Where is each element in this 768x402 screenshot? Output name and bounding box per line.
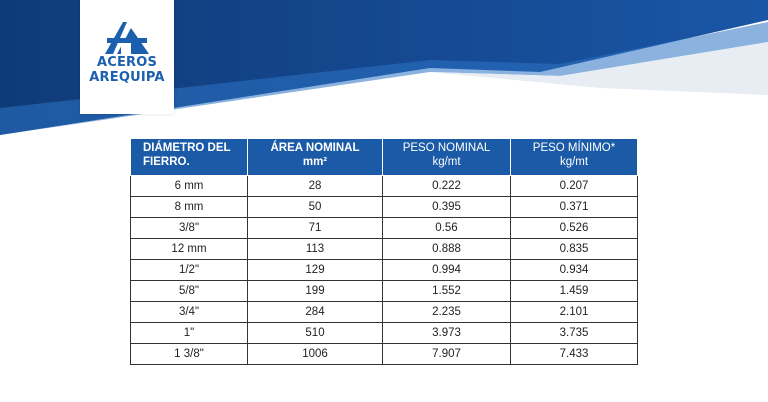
cell-nominal-weight: 2.235 (382, 301, 511, 323)
cell-nominal-weight: 0.222 (382, 175, 511, 197)
table-row: 1" 510 3.973 3.735 (130, 322, 638, 344)
cell-area: 71 (247, 217, 383, 239)
header-nominal-weight-line2: kg/mt (432, 156, 461, 168)
cell-minimum-weight: 7.433 (510, 343, 638, 365)
steel-bar-table: DIÁMETRO DEL FIERRO. ÁREA NOMINAL mm² PE… (130, 138, 638, 374)
header-area: ÁREA NOMINAL mm² (247, 138, 383, 176)
brand-logo: ACEROS AREQUIPA (80, 0, 174, 114)
header-nominal-weight-line1: PESO NOMINAL (402, 142, 491, 154)
cell-area: 113 (247, 238, 383, 260)
cell-minimum-weight: 0.371 (510, 196, 638, 218)
cell-nominal-weight: 1.552 (382, 280, 511, 302)
table-row: 8 mm 50 0.395 0.371 (130, 196, 638, 218)
cell-area: 510 (247, 322, 383, 344)
logo-icon (105, 22, 149, 54)
header-area-line2: mm² (302, 156, 328, 168)
cell-area: 28 (247, 175, 383, 197)
cell-nominal-weight: 7.907 (382, 343, 511, 365)
header-nominal-weight: PESO NOMINAL kg/mt (382, 138, 511, 176)
table-row: 1 3/8" 1006 7.907 7.433 (130, 343, 638, 365)
cell-diameter: 1/2" (130, 259, 248, 281)
cell-minimum-weight: 2.101 (510, 301, 638, 323)
brand-name-line2: AREQUIPA (89, 70, 165, 85)
header-diameter-line1: DIÁMETRO DEL (143, 142, 231, 154)
cell-diameter: 3/4" (130, 301, 248, 323)
cell-minimum-weight: 0.526 (510, 217, 638, 239)
cell-nominal-weight: 0.56 (382, 217, 511, 239)
cell-diameter: 5/8" (130, 280, 248, 302)
cell-minimum-weight: 0.934 (510, 259, 638, 281)
table-row: 3/4" 284 2.235 2.101 (130, 301, 638, 323)
header-diameter: DIÁMETRO DEL FIERRO. (130, 138, 248, 176)
table-row: 3/8" 71 0.56 0.526 (130, 217, 638, 239)
cell-diameter: 3/8" (130, 217, 248, 239)
cell-minimum-weight: 1.459 (510, 280, 638, 302)
cell-diameter: 1" (130, 322, 248, 344)
table-row: 6 mm 28 0.222 0.207 (130, 175, 638, 197)
header-minimum-weight: PESO MÍNIMO* kg/mt (510, 138, 638, 176)
cell-area: 50 (247, 196, 383, 218)
cell-area: 284 (247, 301, 383, 323)
cell-diameter: 8 mm (130, 196, 248, 218)
cell-nominal-weight: 3.973 (382, 322, 511, 344)
brand-name-line1: ACEROS (96, 55, 158, 70)
table-header-row: DIÁMETRO DEL FIERRO. ÁREA NOMINAL mm² PE… (130, 138, 638, 176)
cell-diameter: 6 mm (130, 175, 248, 197)
cell-minimum-weight: 3.735 (510, 322, 638, 344)
header-diameter-line2: FIERRO. (143, 156, 190, 168)
cell-minimum-weight: 0.207 (510, 175, 638, 197)
cell-area: 199 (247, 280, 383, 302)
cell-minimum-weight: 0.835 (510, 238, 638, 260)
table-row: 5/8" 199 1.552 1.459 (130, 280, 638, 302)
table-row: 1/2" 129 0.994 0.934 (130, 259, 638, 281)
cell-area: 129 (247, 259, 383, 281)
cell-area: 1006 (247, 343, 383, 365)
header-minimum-weight-line1: PESO MÍNIMO* (532, 142, 616, 154)
cell-nominal-weight: 0.888 (382, 238, 511, 260)
cell-nominal-weight: 0.395 (382, 196, 511, 218)
header-banner (0, 0, 768, 135)
cell-nominal-weight: 0.994 (382, 259, 511, 281)
cell-diameter: 1 3/8" (130, 343, 248, 365)
header-area-line1: ÁREA NOMINAL (270, 142, 360, 154)
cell-diameter: 12 mm (130, 238, 248, 260)
header-minimum-weight-line2: kg/mt (559, 156, 589, 168)
table-row: 12 mm 113 0.888 0.835 (130, 238, 638, 260)
